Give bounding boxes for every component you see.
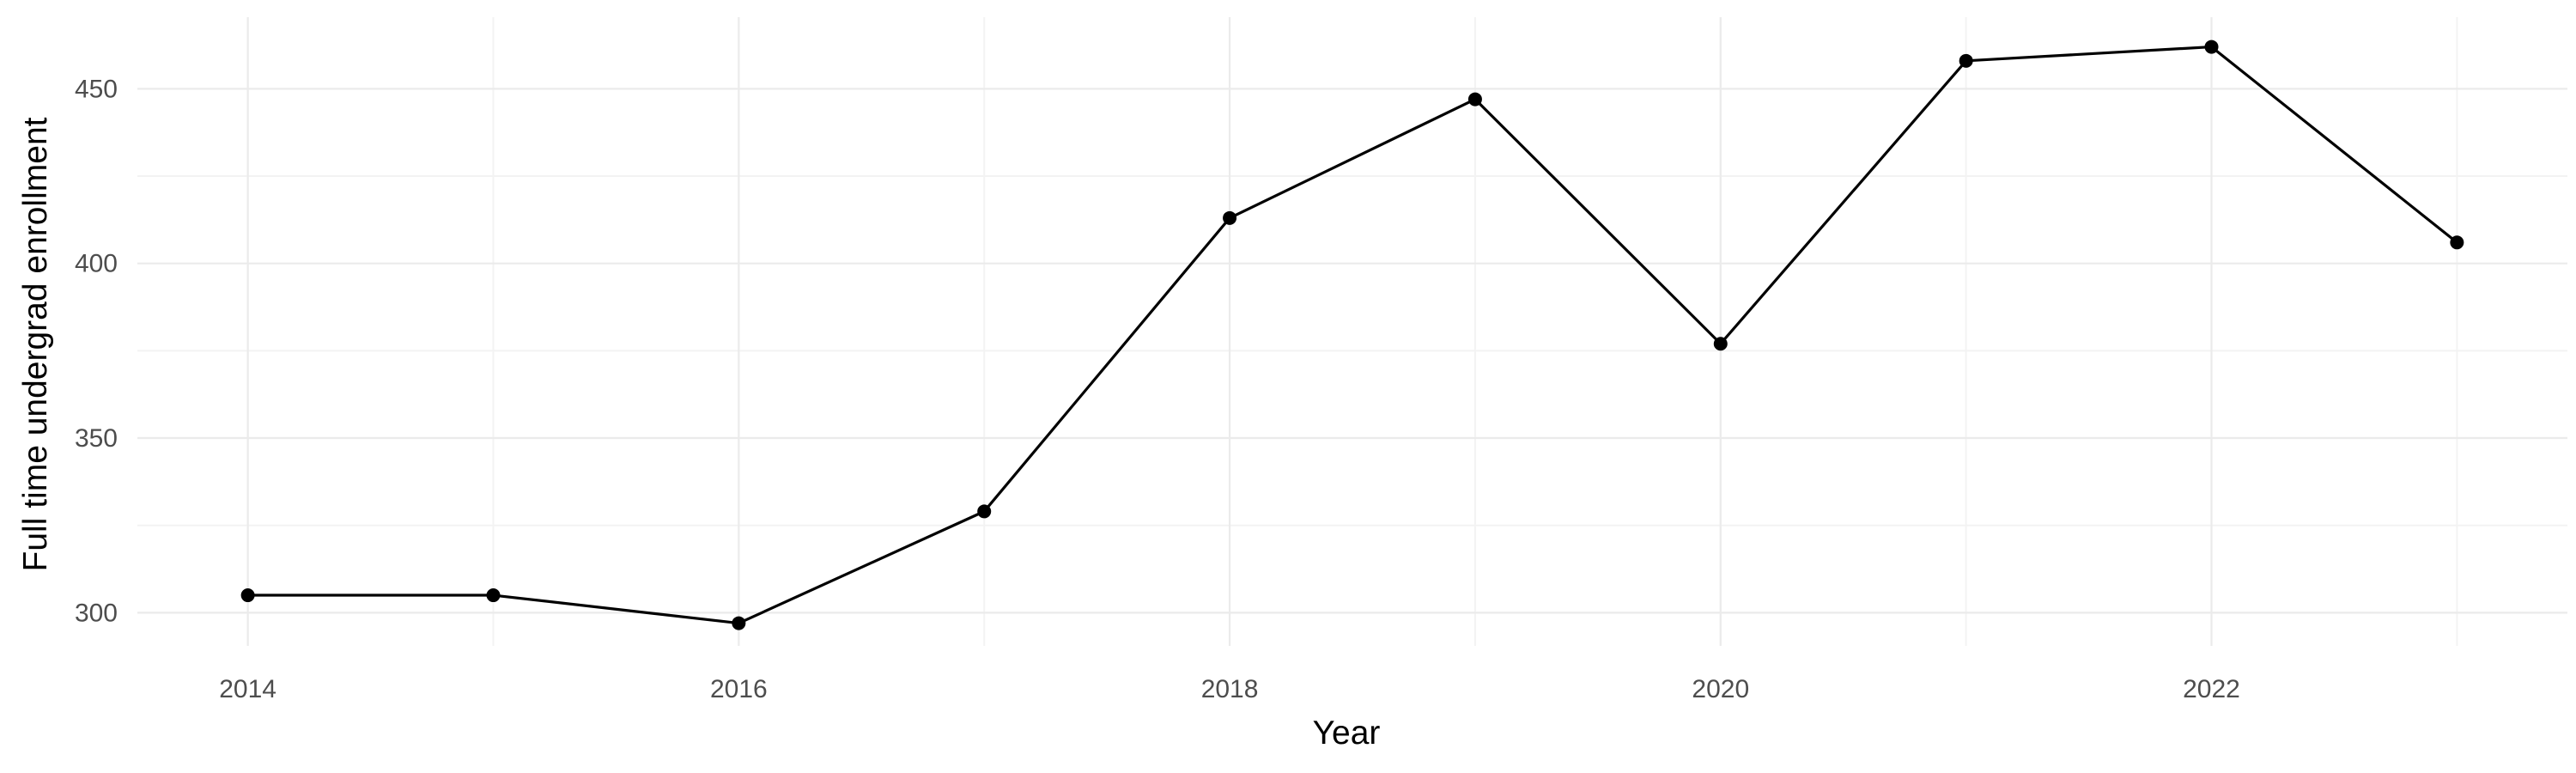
x-tick-label: 2020 (1692, 675, 1749, 703)
data-point (2204, 40, 2219, 54)
y-tick-label: 400 (75, 250, 118, 278)
data-point (486, 588, 501, 603)
data-point (1467, 92, 1482, 107)
data-point (2450, 235, 2464, 250)
y-tick-label: 450 (75, 75, 118, 103)
data-point (732, 616, 746, 630)
x-tick-label: 2018 (1201, 675, 1259, 703)
data-point (1959, 53, 1973, 68)
y-axis-title: Full time undergrad enrollment (17, 117, 54, 571)
x-axis-title: Year (1313, 715, 1381, 752)
data-point (977, 504, 992, 519)
data-point (240, 588, 255, 603)
major-gridlines (137, 17, 2567, 646)
y-tick-label: 350 (75, 424, 118, 453)
x-tick-labels: 2014 2016 2018 2020 2022 (219, 675, 2240, 703)
x-tick-label: 2016 (710, 675, 768, 703)
x-tick-label: 2022 (2183, 675, 2240, 703)
series (247, 45, 2458, 625)
data-points (240, 40, 2464, 630)
series-line (247, 45, 2458, 625)
data-point (1713, 337, 1728, 351)
data-point (1223, 210, 1237, 225)
minor-gridlines (137, 17, 2567, 646)
x-tick-label: 2014 (219, 675, 276, 703)
y-tick-labels: 300 350 400 450 (75, 75, 118, 627)
y-tick-label: 300 (75, 599, 118, 627)
